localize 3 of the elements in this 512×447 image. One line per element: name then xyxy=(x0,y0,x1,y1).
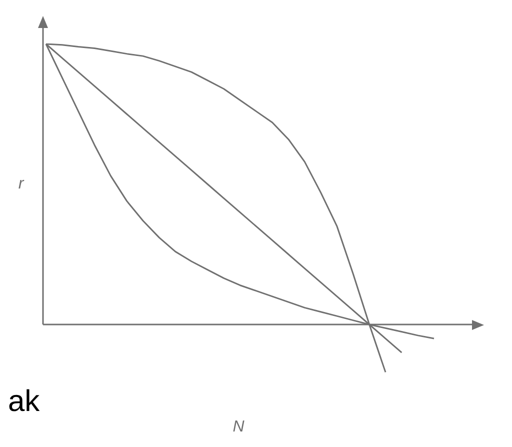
y-axis-title: r xyxy=(18,176,24,193)
x-axis-title: N xyxy=(232,418,245,436)
text: ak xyxy=(8,385,40,419)
